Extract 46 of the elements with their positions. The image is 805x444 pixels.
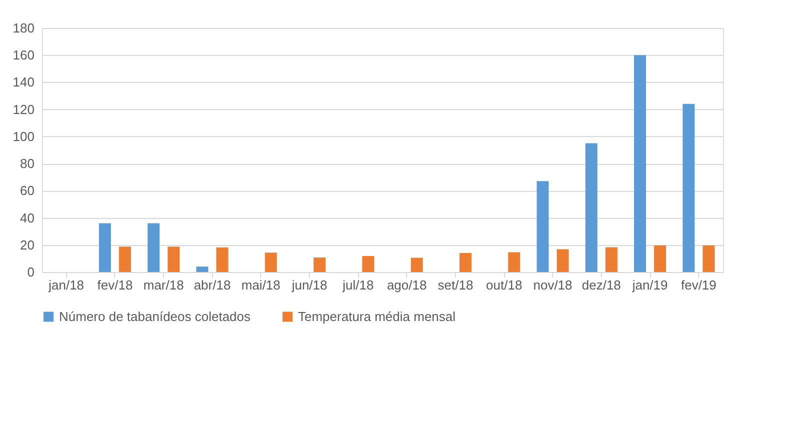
bar	[536, 181, 549, 272]
y-tick-label: 0	[27, 264, 34, 280]
x-tick-label: mai/18	[241, 278, 280, 292]
y-tick-label: 20	[20, 237, 34, 252]
y-tick-label: 100	[12, 128, 34, 144]
bar	[585, 143, 598, 272]
x-tick-label: fev/18	[97, 278, 133, 292]
x-tick-label: abr/18	[194, 278, 231, 292]
y-tick-label: 160	[12, 48, 34, 63]
x-tick-label: jun/18	[290, 278, 328, 292]
bar	[654, 245, 666, 272]
legend-label: Número de tabanídeos coletados	[59, 308, 252, 324]
bar	[362, 256, 374, 272]
bar	[634, 55, 646, 272]
bar	[459, 253, 472, 272]
x-tick-label: set/18	[438, 278, 474, 292]
bar	[605, 247, 618, 272]
x-tick-label: jan/19	[631, 278, 668, 292]
bar	[264, 252, 277, 272]
x-tick-label: nov/18	[533, 278, 572, 292]
y-tick-label: 180	[12, 20, 34, 36]
bar	[508, 252, 520, 272]
bar	[702, 245, 715, 272]
bar	[98, 223, 111, 272]
x-tick-label: out/18	[486, 278, 522, 292]
y-tick-label: 120	[12, 102, 34, 117]
bar	[410, 258, 423, 272]
x-tick-label: dez/18	[582, 278, 621, 292]
bar	[556, 249, 569, 272]
y-tick-label: 140	[12, 74, 34, 90]
y-tick-label: 40	[20, 210, 34, 226]
y-tick-label: 60	[20, 183, 34, 198]
bar	[314, 257, 326, 272]
legend-label: Temperatura média mensal	[298, 308, 456, 324]
bar	[118, 246, 131, 272]
bar	[148, 223, 160, 272]
bar	[216, 247, 228, 272]
bar	[196, 266, 208, 272]
bar	[168, 246, 180, 272]
x-tick-label: jan/18	[48, 278, 84, 292]
x-tick-label: ago/18	[386, 278, 427, 292]
x-tick-label: fev/19	[680, 278, 716, 292]
x-tick-label: jul/18	[342, 278, 374, 292]
bar	[682, 104, 695, 272]
y-tick-label: 80	[20, 156, 34, 172]
x-tick-label: mar/18	[143, 278, 184, 292]
